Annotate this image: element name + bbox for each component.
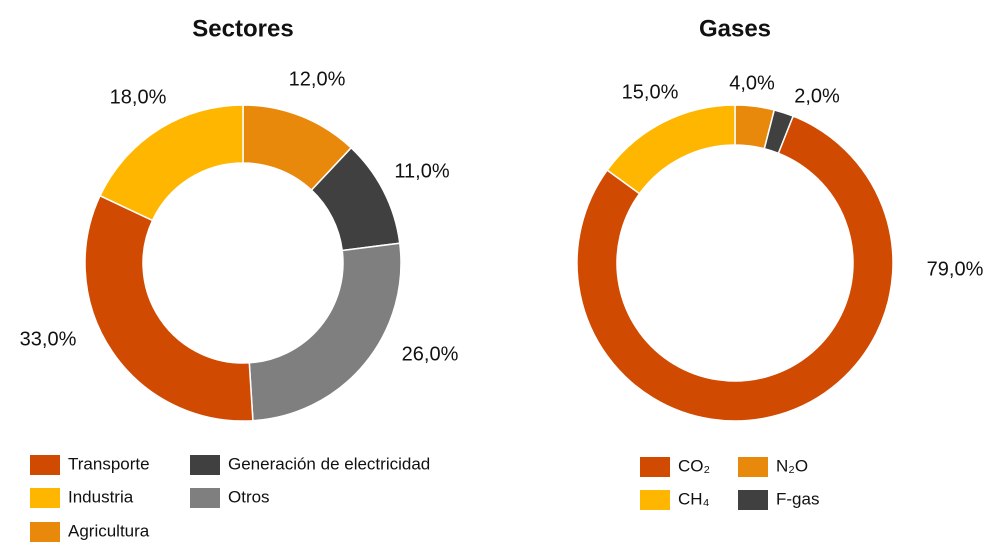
value-label: 15,0% <box>622 81 679 103</box>
legend-swatch <box>30 455 60 475</box>
value-label: 79,0% <box>927 258 984 280</box>
legend-label: Industria <box>68 487 134 506</box>
legend-swatch <box>190 488 220 508</box>
chart-title: Gases <box>699 15 771 42</box>
legend-swatch <box>738 457 768 477</box>
value-label: 26,0% <box>402 343 459 365</box>
legend-swatch <box>190 455 220 475</box>
value-label: 4,0% <box>729 72 775 94</box>
value-label: 11,0% <box>394 160 449 182</box>
donut-slice <box>248 242 402 422</box>
value-label: 33,0% <box>20 328 77 350</box>
donut-slice <box>99 104 244 222</box>
legend-swatch <box>30 488 60 508</box>
donut-slice <box>606 104 736 195</box>
legend-swatch <box>738 490 768 510</box>
legend-swatch <box>640 457 670 477</box>
donut-slice <box>84 194 254 422</box>
legend-swatch <box>640 490 670 510</box>
value-label: 12,0% <box>289 68 346 90</box>
chart-title: Sectores <box>192 15 293 42</box>
legend-label: F-gas <box>776 489 819 508</box>
donut-slice <box>576 115 894 422</box>
legend-label: Otros <box>228 487 270 506</box>
legend-label: Generación de electricidad <box>228 454 430 473</box>
legend-label: N₂O <box>776 456 808 475</box>
legend-label: CO₂ <box>678 456 710 475</box>
legend-swatch <box>30 522 60 542</box>
legend-label: CH₄ <box>678 489 710 508</box>
value-label: 2,0% <box>794 85 840 107</box>
legend-label: Agricultura <box>68 521 150 540</box>
value-label: 18,0% <box>110 86 167 108</box>
legend-label: Transporte <box>68 454 150 473</box>
